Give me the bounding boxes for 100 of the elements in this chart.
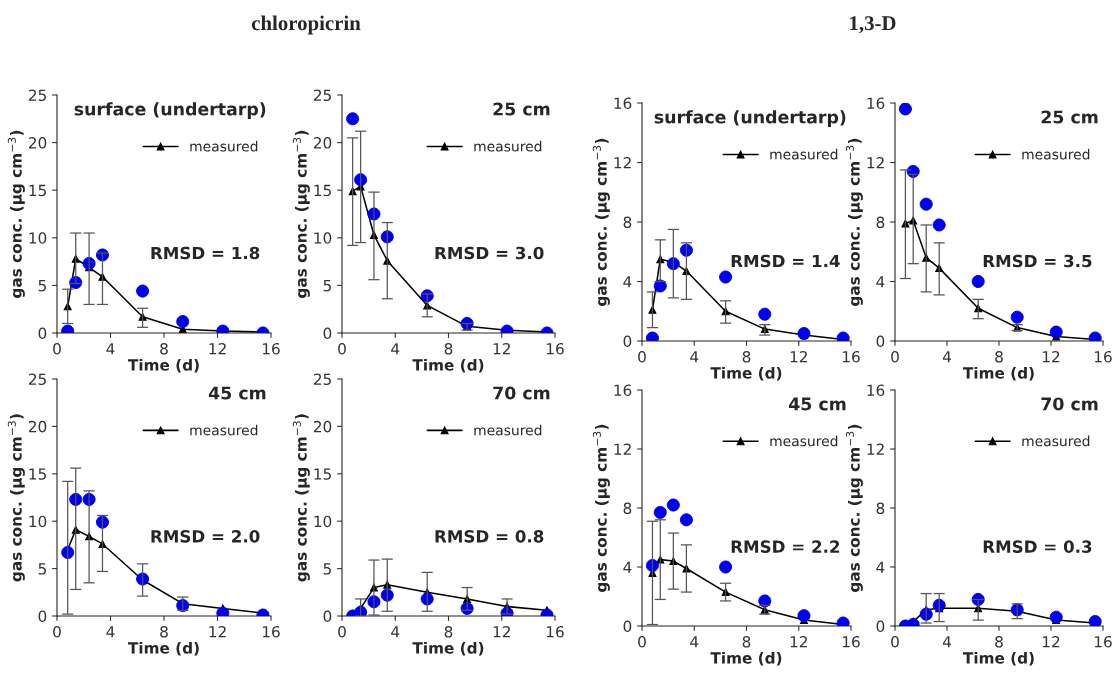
chart-title: 25 cm — [493, 102, 550, 116]
x-tick-label: 16 — [262, 625, 280, 638]
y-tick-label: 10 — [314, 232, 332, 244]
x-tick-label: 0 — [638, 635, 646, 648]
y-tick-label: 8 — [876, 216, 885, 229]
chart-title: 70 cm — [493, 386, 550, 400]
x-tick-label: 16 — [546, 342, 564, 355]
x-tick-label: 16 — [842, 350, 860, 363]
x-axis-title: Time (d) — [412, 641, 484, 656]
x-axis-title: Time (d) — [127, 641, 199, 656]
chart-title: surface (undertarp) — [74, 102, 266, 119]
y-tick-label: 4 — [623, 561, 632, 573]
x-tick-label: 12 — [493, 342, 510, 355]
x-tick-label: 8 — [444, 342, 453, 355]
x-tick-label: 0 — [638, 350, 646, 363]
x-axis-title: Time (d) — [710, 651, 782, 666]
x-tick-label: 16 — [842, 635, 860, 648]
y-tick-label: 12 — [867, 443, 884, 455]
y-tick-label: 15 — [29, 468, 46, 480]
x-tick-label: 12 — [790, 635, 807, 648]
x-tick-label: 8 — [995, 635, 1003, 648]
y-axis-title: gas conc. (μg cm$^{−3}$) — [7, 414, 25, 582]
y-tick-label: 20 — [28, 137, 47, 149]
text: chloropicrin — [251, 15, 361, 35]
y-tick-label: 10 — [314, 515, 332, 528]
x-tick-label: 16 — [546, 625, 564, 638]
x-tick-label: 16 — [262, 342, 280, 355]
y-tick-label: 25 — [313, 373, 331, 386]
y-tick-label: 15 — [314, 184, 331, 197]
annotation: RMSD = 2.0 — [151, 530, 260, 543]
x-tick-label: 4 — [106, 626, 115, 638]
x-tick-label: 16 — [1094, 635, 1112, 648]
y-tick-label: 0 — [38, 327, 47, 340]
y-tick-label: 15 — [29, 184, 46, 197]
x-tick-label: 4 — [942, 636, 951, 648]
annotation: RMSD = 0.8 — [435, 530, 544, 543]
text: 1,3-D — [850, 16, 896, 34]
y-tick-label: 25 — [28, 373, 46, 386]
legend-label: measured — [474, 424, 542, 436]
legend-label: measured — [770, 435, 838, 447]
y-tick-label: 8 — [623, 502, 632, 515]
x-tick-label: 0 — [53, 342, 61, 355]
legend-label: measured — [1022, 148, 1090, 160]
x-tick-label: 4 — [690, 636, 699, 648]
x-tick-label: 4 — [690, 351, 699, 363]
chart-title: 45 cm — [789, 397, 846, 411]
y-tick-label: 16 — [614, 97, 632, 110]
x-tick-label: 4 — [391, 343, 400, 355]
annotation: RMSD = 3.5 — [983, 254, 1092, 268]
chart-title: 25 cm — [1041, 110, 1098, 124]
legend-label: measured — [770, 148, 838, 160]
y-tick-label: 16 — [867, 384, 885, 397]
y-tick-label: 16 — [867, 97, 885, 110]
annotation: RMSD = 0.3 — [983, 540, 1092, 553]
y-tick-label: 8 — [876, 502, 885, 515]
y-axis-title: gas conc. (μg cm$^{−3}$) — [292, 130, 310, 298]
y-axis-title: gas conc. (μg cm$^{−3}$) — [7, 130, 25, 298]
y-tick-label: 25 — [313, 89, 331, 102]
legend-label: measured — [190, 140, 258, 152]
x-tick-label: 12 — [790, 350, 807, 363]
y-axis-title: gas conc. (μg cm$^{−3}$) — [292, 414, 310, 582]
x-tick-label: 8 — [160, 342, 168, 355]
x-tick-label: 0 — [891, 635, 899, 648]
x-tick-label: 12 — [493, 625, 510, 638]
x-tick-label: 12 — [209, 342, 226, 355]
y-tick-label: 4 — [876, 276, 885, 288]
y-axis-title: gas conc. (μg cm$^{−3}$) — [845, 424, 863, 592]
y-tick-label: 12 — [614, 443, 631, 455]
y-tick-label: 5 — [38, 563, 46, 575]
x-tick-label: 0 — [338, 625, 346, 638]
chart-title: 45 cm — [208, 386, 266, 400]
x-tick-label: 8 — [160, 625, 168, 638]
x-axis-title: Time (d) — [127, 358, 199, 373]
x-tick-label: 12 — [1042, 635, 1060, 648]
y-tick-label: 8 — [623, 216, 632, 229]
annotation: RMSD = 2.2 — [731, 540, 840, 553]
y-tick-label: 5 — [323, 563, 331, 575]
x-tick-label: 0 — [53, 625, 61, 638]
x-tick-label: 4 — [942, 351, 951, 363]
annotation: RMSD = 3.0 — [435, 246, 544, 260]
y-axis-title: gas conc. (μg cm$^{−3}$) — [845, 138, 863, 306]
x-tick-label: 8 — [742, 635, 751, 648]
legend-label: measured — [474, 140, 542, 152]
y-tick-label: 10 — [29, 515, 47, 528]
y-tick-label: 20 — [28, 420, 47, 433]
y-tick-label: 15 — [314, 468, 331, 480]
y-tick-label: 12 — [614, 156, 631, 169]
x-tick-label: 8 — [444, 625, 453, 638]
x-tick-label: 0 — [891, 350, 899, 363]
y-tick-label: 10 — [29, 232, 47, 244]
x-tick-label: 4 — [391, 626, 400, 638]
y-tick-label: 4 — [876, 561, 885, 573]
y-tick-label: 25 — [28, 89, 46, 102]
x-tick-label: 4 — [106, 343, 115, 355]
y-tick-label: 4 — [623, 276, 632, 288]
x-axis-title: Time (d) — [962, 366, 1034, 381]
legend-label: measured — [190, 424, 258, 436]
y-tick-label: 0 — [323, 327, 332, 340]
x-tick-label: 12 — [1042, 350, 1060, 363]
y-tick-label: 5 — [38, 280, 46, 292]
